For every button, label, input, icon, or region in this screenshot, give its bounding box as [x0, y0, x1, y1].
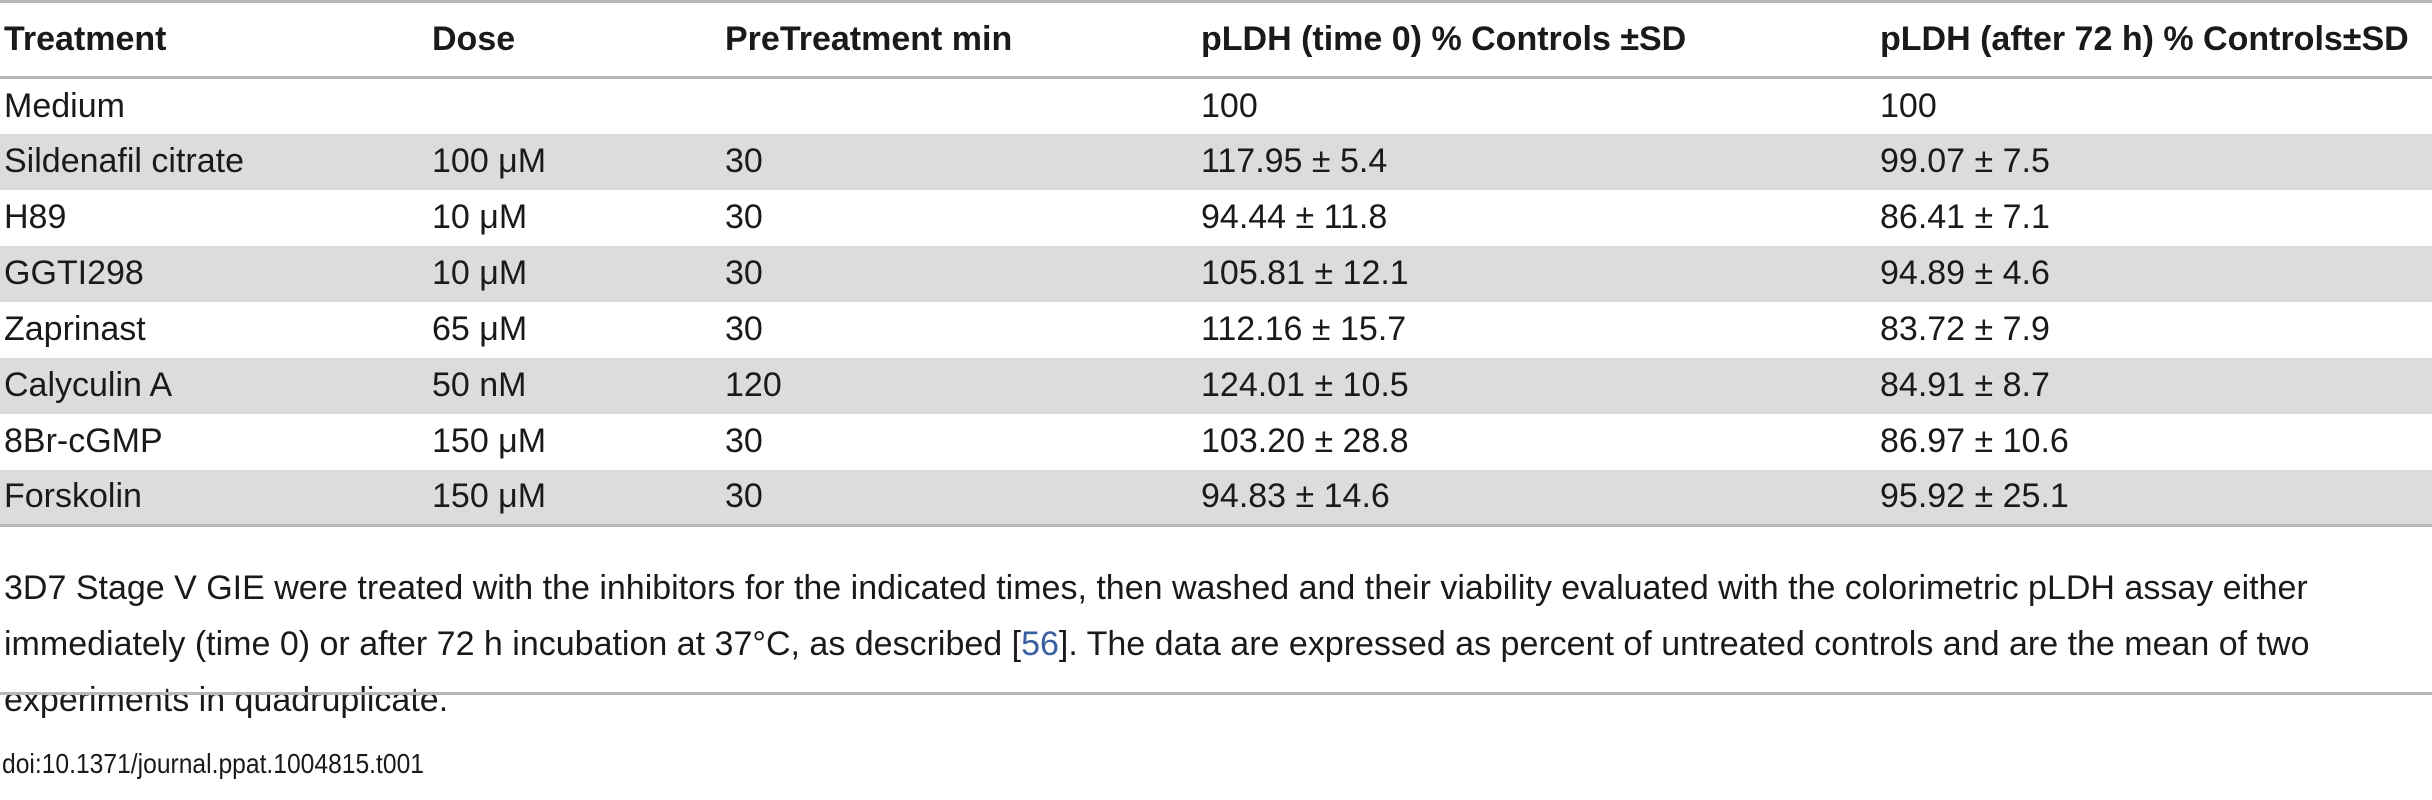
cell-treatment: Medium: [4, 86, 125, 125]
cell-pretreatment: 30: [725, 198, 763, 236]
cell-pldh-72h: 86.41 ± 7.1: [1880, 198, 2050, 236]
cell-dose: 150 μM: [432, 422, 547, 460]
header-pldh-time0: pLDH (time 0) % Controls ±SD: [1197, 0, 1876, 79]
cell-pldh-72h: 95.92 ± 25.1: [1876, 469, 2432, 527]
cell-treatment: Calyculin A: [0, 357, 428, 414]
cell-pldh-time0: 103.20 ± 28.8: [1201, 422, 1409, 460]
table-row: H89 10 μM 30 94.44 ± 11.8 86.41 ± 7.1: [0, 190, 2432, 246]
data-table: Treatment Dose PreTreatment min pLDH (ti…: [0, 0, 2432, 527]
table-header-row: Treatment Dose PreTreatment min pLDH (ti…: [0, 0, 2432, 79]
cell-treatment: Zaprinast: [4, 310, 146, 348]
header-treatment: Treatment: [0, 0, 428, 79]
table-row: Zaprinast 65 μM 30 112.16 ± 15.7 83.72 ±…: [0, 302, 2432, 358]
cell-treatment: 8Br-cGMP: [4, 422, 163, 460]
cell-pretreatment: 30: [721, 245, 1197, 302]
cell-pldh-time0: 117.95 ± 5.4: [1197, 133, 1876, 190]
cell-pldh-72h: 94.89 ± 4.6: [1876, 245, 2432, 302]
cell-treatment: Sildenafil citrate: [0, 133, 428, 190]
cell-dose: 10 μM: [428, 245, 721, 302]
doi-label: doi:10.1371/journal.ppat.1004815.t001: [2, 748, 424, 779]
cell-treatment: GGTI298: [0, 245, 428, 302]
header-pldh-72h: pLDH (after 72 h) % Controls±SD: [1876, 0, 2432, 79]
table-row: 8Br-cGMP 150 μM 30 103.20 ± 28.8 86.97 ±…: [0, 414, 2432, 470]
cell-dose: [428, 78, 721, 134]
cell-dose: 65 μM: [432, 310, 528, 348]
cell-treatment: Forskolin: [0, 469, 428, 527]
cell-dose: 150 μM: [428, 469, 721, 527]
cell-pldh-time0: 94.44 ± 11.8: [1201, 198, 1388, 236]
table-caption: 3D7 Stage V GIE were treated with the in…: [4, 560, 2424, 728]
table-row: Medium 100 100: [0, 78, 2432, 134]
cell-pldh-72h: 84.91 ± 8.7: [1876, 357, 2432, 414]
cell-treatment: H89: [4, 198, 67, 236]
cell-pretreatment: [721, 78, 1197, 134]
header-pretreatment-min: PreTreatment min: [721, 0, 1197, 79]
table-row: GGTI298 10 μM 30 105.81 ± 12.1 94.89 ± 4…: [0, 245, 2432, 302]
cell-pretreatment: 30: [721, 469, 1197, 527]
cell-pldh-time0: 94.83 ± 14.6: [1197, 469, 1876, 527]
caption-text: 3D7 Stage V GIE were treated with the in…: [4, 569, 2308, 663]
cell-pldh-72h: 86.97 ± 10.6: [1880, 422, 2069, 460]
cell-pretreatment: 30: [725, 310, 763, 348]
table-row: Sildenafil citrate 100 μM 30 117.95 ± 5.…: [0, 133, 2432, 190]
cell-dose: 50 nM: [428, 357, 721, 414]
reference-link[interactable]: 56: [1021, 625, 1059, 663]
cell-pretreatment: 30: [725, 422, 763, 460]
cell-pldh-72h: 99.07 ± 7.5: [1876, 133, 2432, 190]
table-row: Forskolin 150 μM 30 94.83 ± 14.6 95.92 ±…: [0, 469, 2432, 527]
cell-pretreatment: 30: [721, 133, 1197, 190]
caption-text-continued: ]. The data are expressed as percent of …: [4, 625, 2310, 719]
cell-pldh-time0: 105.81 ± 12.1: [1197, 245, 1876, 302]
cell-pldh-time0: 112.16 ± 15.7: [1201, 310, 1407, 348]
table-row: Calyculin A 50 nM 120 124.01 ± 10.5 84.9…: [0, 357, 2432, 414]
header-dose: Dose: [428, 0, 721, 79]
cell-pldh-time0: 124.01 ± 10.5: [1197, 357, 1876, 414]
data-table-container: Treatment Dose PreTreatment min pLDH (ti…: [0, 0, 2432, 527]
cell-pretreatment: 120: [721, 357, 1197, 414]
cell-pldh-72h: 83.72 ± 7.9: [1880, 310, 2050, 348]
cell-pldh-time0: 100: [1201, 86, 1258, 125]
cell-dose: 10 μM: [432, 198, 528, 236]
cell-dose: 100 μM: [428, 133, 721, 190]
footer-divider: [0, 692, 2432, 695]
cell-pldh-72h: 100: [1880, 86, 1937, 125]
